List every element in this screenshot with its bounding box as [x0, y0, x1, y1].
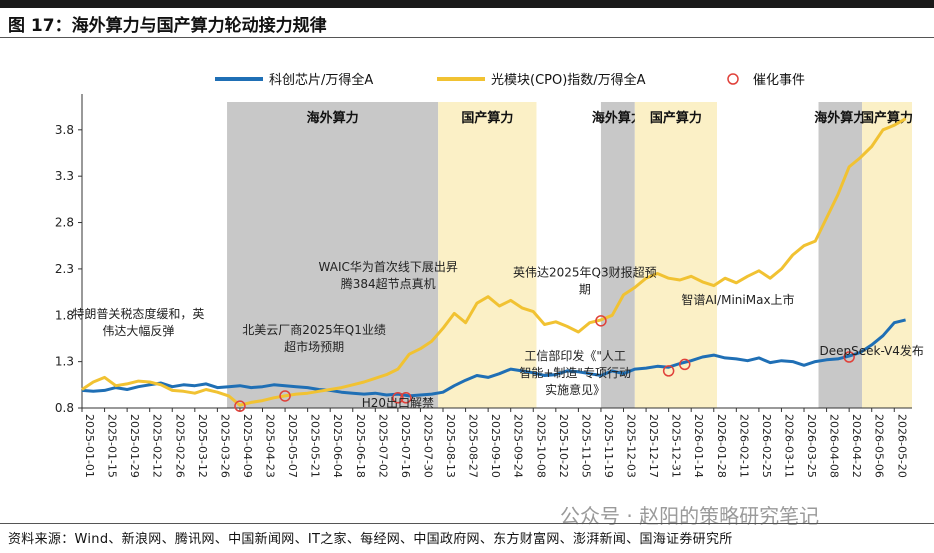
y-tick-label: 1.8 — [55, 308, 74, 322]
period-band-0 — [227, 102, 439, 408]
period-band-label-0: 海外算力 — [307, 110, 359, 126]
x-tick-label: 2025-07-16 — [399, 414, 412, 478]
x-tick-label: 2025-05-07 — [286, 414, 299, 478]
x-tick-label: 2025-12-03 — [625, 414, 638, 478]
period-band-1 — [438, 102, 537, 408]
event-marker-0 — [234, 400, 246, 412]
y-tick-label: 2.8 — [55, 216, 74, 230]
period-band-label-4: 海外算力 — [814, 110, 866, 126]
x-tick-label: 2025-02-12 — [151, 414, 164, 478]
x-tick-label: 2026-01-14 — [692, 414, 705, 478]
x-tick-label: 2025-01-29 — [128, 414, 141, 478]
x-tick-label: 2025-12-17 — [647, 414, 660, 478]
annotation-6: 智能+制造"专项行动 — [519, 365, 631, 380]
x-tick-label: 2026-04-22 — [850, 414, 863, 478]
x-tick-label: 2026-02-25 — [760, 414, 773, 478]
series-line-1 — [81, 117, 907, 407]
x-tick-label: 2025-08-13 — [444, 414, 457, 478]
period-band-label-1: 国产算力 — [461, 110, 513, 126]
figure-title: 图 17：海外算力与国产算力轮动接力规律 — [8, 16, 327, 36]
x-tick-label: 2026-01-28 — [715, 414, 728, 478]
legend-swatch-2 — [727, 73, 739, 85]
annotation-4: 英伟达2025年Q3财报超预 — [513, 264, 657, 279]
annotation-2: WAIC华为首次线下展出昇 — [319, 260, 458, 274]
period-band-label-3: 国产算力 — [650, 110, 702, 126]
x-tick-label: 2026-05-06 — [873, 414, 886, 478]
y-tick-label: 3.3 — [55, 169, 74, 183]
footer-divider — [0, 523, 934, 524]
x-tick-label: 2025-03-12 — [196, 414, 209, 478]
source-note: 资料来源：Wind、新浪网、腾讯网、中国新闻网、IT之家、每经网、中国政府网、东… — [8, 532, 733, 547]
annotation-6: 实施意见》 — [545, 382, 605, 397]
annotation-0: 特朗普关税态度缓和，英 — [72, 306, 204, 321]
annotation-3: H20出口解禁 — [362, 396, 434, 410]
x-tick-label: 2025-10-22 — [557, 414, 570, 478]
x-tick-label: 2025-02-26 — [173, 414, 186, 478]
annotation-1: 北美云厂商2025年Q1业绩 — [242, 322, 386, 337]
event-marker-3 — [400, 392, 412, 404]
event-marker-1 — [279, 390, 291, 402]
x-tick-label: 2025-12-31 — [670, 414, 683, 478]
annotation-4: 期 — [579, 282, 591, 296]
annotation-6: 工信部印发《"人工 — [524, 348, 626, 363]
x-tick-label: 2025-04-23 — [264, 414, 277, 478]
x-tick-label: 2025-07-30 — [421, 414, 434, 478]
event-marker-6 — [679, 358, 691, 371]
y-tick-label: 0.8 — [55, 401, 74, 415]
x-tick-label: 2025-06-04 — [331, 414, 344, 478]
legend-label-1: 光模块(CPO)指数/万得全A — [491, 72, 646, 88]
annotation-2: 腾384超节点真机 — [341, 276, 436, 291]
event-marker-5 — [662, 365, 675, 377]
series-line-0 — [81, 318, 906, 398]
x-tick-label: 2025-03-26 — [218, 414, 231, 478]
x-tick-label: 2026-02-11 — [737, 414, 750, 478]
x-tick-label: 2026-03-25 — [805, 414, 818, 478]
event-marker-4 — [595, 315, 607, 327]
y-tick-label: 2.3 — [55, 262, 74, 276]
x-tick-label: 2025-07-02 — [376, 414, 389, 478]
x-tick-label: 2025-09-24 — [512, 414, 525, 478]
y-tick-label: 3.8 — [55, 123, 74, 137]
annotation-1: 超市场预期 — [284, 339, 344, 354]
top-bar — [0, 0, 934, 8]
x-tick-label: 2025-09-10 — [489, 414, 502, 478]
legend-label-0: 科创芯片/万得全A — [269, 72, 373, 88]
annotation-7: DeepSeek-V4发布 — [819, 343, 923, 358]
x-tick-label: 2025-11-19 — [602, 414, 615, 478]
annotation-5: 智谱AI/MiniMax上市 — [681, 292, 794, 307]
period-band-3 — [634, 102, 717, 408]
x-tick-label: 2025-08-27 — [467, 414, 480, 478]
title-divider — [0, 37, 934, 38]
event-marker-7 — [843, 351, 855, 363]
x-tick-label: 2025-10-08 — [534, 414, 547, 478]
event-marker-2 — [392, 392, 404, 404]
x-tick-label: 2025-01-01 — [83, 414, 96, 478]
x-tick-label: 2026-03-11 — [782, 414, 795, 478]
period-band-label-2: 海外算力 — [592, 110, 644, 126]
legend-label-2: 催化事件 — [753, 73, 805, 88]
period-band-2 — [600, 102, 635, 408]
period-band-4 — [818, 102, 863, 408]
x-tick-label: 2025-04-09 — [241, 414, 254, 478]
rotation-chart: 海外算力 国产算力 海外算力 国产算力 海外算力国产算力0.81.31.82.32.83… — [55, 72, 924, 478]
x-tick-label: 2025-05-21 — [309, 414, 322, 478]
period-band-5 — [862, 102, 912, 408]
x-tick-label: 2026-04-08 — [828, 414, 841, 478]
x-tick-label: 2025-01-15 — [106, 414, 119, 478]
x-tick-label: 2026-05-20 — [895, 414, 908, 478]
watermark: 公众号 · 赵阳的策略研究笔记 — [560, 504, 820, 528]
x-tick-label: 2025-06-18 — [354, 414, 367, 478]
period-band-label-5: 国产算力 — [861, 110, 913, 126]
x-tick-label: 2025-11-05 — [579, 414, 592, 478]
annotation-0: 伟达大幅反弹 — [102, 323, 174, 338]
y-tick-label: 1.3 — [55, 355, 74, 369]
